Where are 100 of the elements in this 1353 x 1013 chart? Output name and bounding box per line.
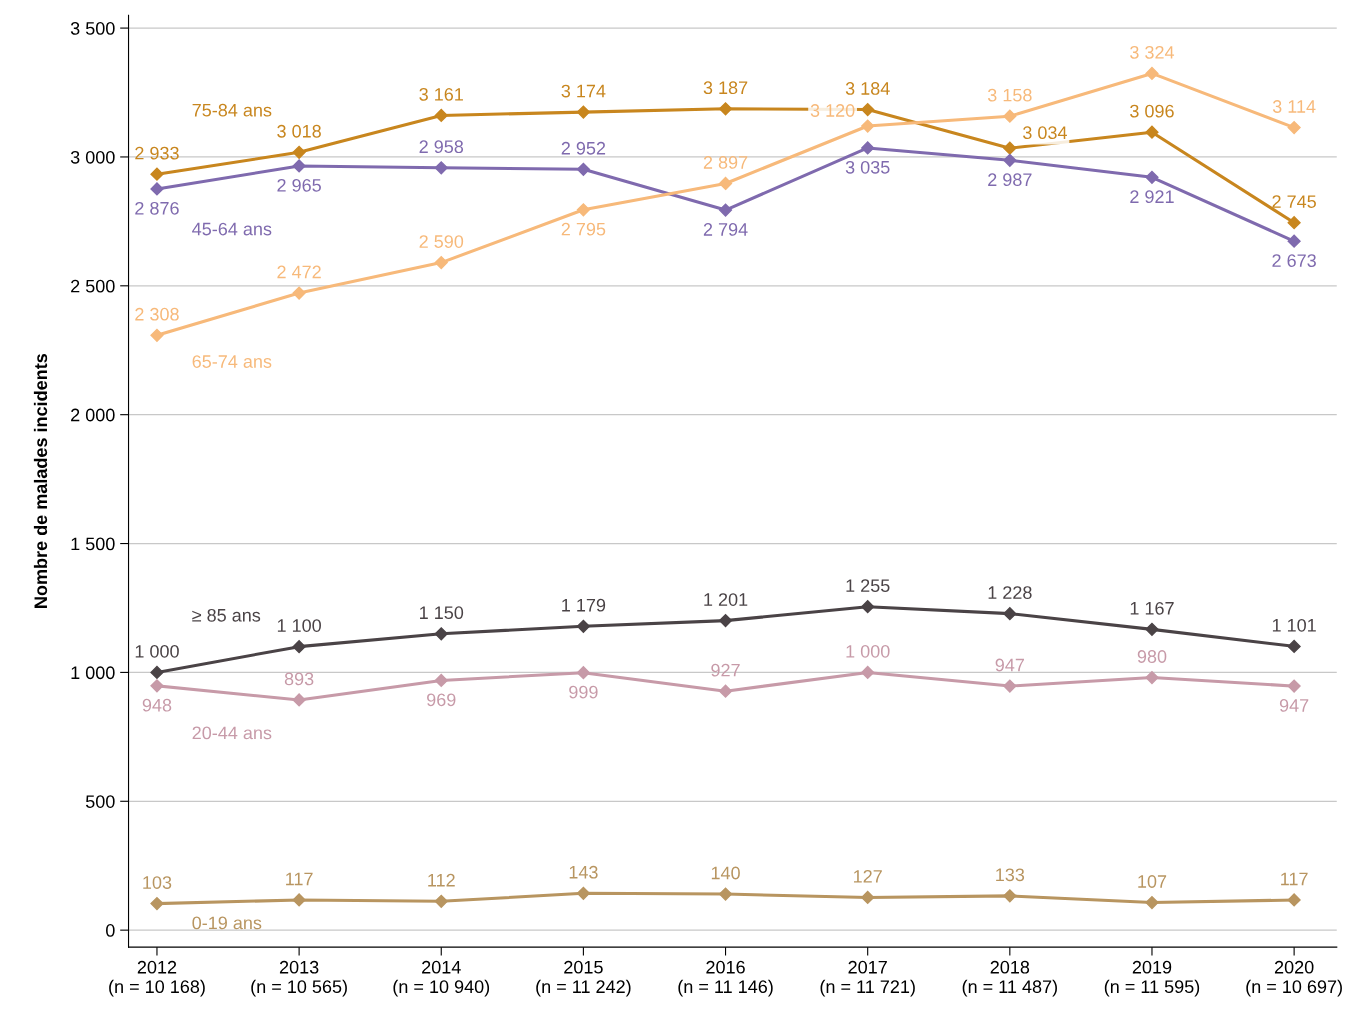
data-label: 1 201 xyxy=(704,593,748,606)
point xyxy=(1003,607,1017,621)
data-label: 2 795 xyxy=(561,222,606,236)
data-label: 133 xyxy=(996,868,1025,882)
data-label: 3 018 xyxy=(277,124,321,138)
data-label: 3 161 xyxy=(419,87,463,101)
point xyxy=(861,119,875,133)
x-tick-label: 2015 (n = 11 242) xyxy=(536,960,631,997)
data-label: 3 035 xyxy=(845,160,890,174)
point xyxy=(1145,622,1159,636)
y-tick-label: 1 500 xyxy=(71,537,115,551)
point xyxy=(576,162,590,176)
data-label: 2 745 xyxy=(1272,195,1316,208)
data-label: 1 100 xyxy=(277,619,321,632)
point xyxy=(150,167,164,181)
point xyxy=(1287,893,1301,907)
series-label: 65-74 ans xyxy=(192,355,272,368)
data-label: 3 120 xyxy=(810,104,855,117)
data-label: 893 xyxy=(284,672,314,686)
x-tick-label: 2013 (n = 10 565) xyxy=(251,960,347,997)
point xyxy=(150,897,164,911)
point xyxy=(150,182,164,196)
point xyxy=(1287,216,1301,230)
data-label: 2 958 xyxy=(419,140,464,154)
data-label: 3 096 xyxy=(1130,104,1174,118)
data-label: 112 xyxy=(428,873,455,887)
x-tick-label: 2012 (n = 10 168) xyxy=(109,960,205,997)
y-tick-label: 500 xyxy=(85,795,115,808)
data-label: 3 187 xyxy=(703,81,748,95)
point xyxy=(1003,153,1017,167)
data-label: 1 101 xyxy=(1272,618,1316,632)
y-tick-label: 3 500 xyxy=(70,22,115,35)
series-label: 0-19 ans xyxy=(192,916,262,930)
x-tick-label: 2014 (n = 10 940) xyxy=(393,960,490,997)
data-label: 3 158 xyxy=(987,88,1032,102)
y-tick-label: 2 500 xyxy=(71,279,115,293)
x-tick-label: 2020 (n = 10 697) xyxy=(1246,960,1342,997)
y-tick-label: 1 000 xyxy=(71,666,115,680)
point xyxy=(718,176,733,191)
point xyxy=(434,108,448,123)
data-label: 2 794 xyxy=(703,223,748,236)
data-label: 947 xyxy=(1279,699,1309,712)
data-label: 2 876 xyxy=(135,201,179,215)
data-label: 117 xyxy=(1281,872,1308,886)
data-label: 107 xyxy=(1138,875,1167,888)
point xyxy=(434,673,448,687)
point xyxy=(861,600,875,614)
data-label: 980 xyxy=(1137,650,1167,663)
point xyxy=(576,666,590,680)
data-label: 927 xyxy=(711,663,740,677)
point xyxy=(1287,639,1301,653)
point xyxy=(1003,109,1017,123)
data-label: 947 xyxy=(995,658,1024,672)
data-label: 2 590 xyxy=(419,235,464,248)
point xyxy=(576,886,590,900)
text: 75-84 ans xyxy=(192,103,272,117)
point xyxy=(1003,679,1017,693)
point xyxy=(292,145,306,159)
point xyxy=(861,890,875,905)
point xyxy=(434,161,448,175)
y-tick-label: 0 xyxy=(106,924,115,937)
point xyxy=(576,619,590,633)
x-tick-label: 2017 (n = 11 721) xyxy=(820,960,915,997)
data-label: 2 673 xyxy=(1272,254,1316,267)
data-label: 2 952 xyxy=(561,141,606,155)
point xyxy=(1145,670,1159,685)
data-label: 3 034 xyxy=(1023,126,1067,140)
point xyxy=(1145,170,1159,184)
point xyxy=(150,665,164,680)
point xyxy=(292,159,306,173)
data-label: 948 xyxy=(142,698,172,712)
y-tick-label: 3 000 xyxy=(70,150,115,164)
data-label: 143 xyxy=(569,865,598,879)
data-label: 2 308 xyxy=(135,307,179,321)
point xyxy=(718,887,733,901)
point xyxy=(576,105,590,119)
series-label: ≥ 85 ans xyxy=(192,608,261,622)
data-label: 2 987 xyxy=(988,173,1032,187)
x-tick-label: 2018 (n = 11 487) xyxy=(962,960,1057,997)
point xyxy=(434,894,448,908)
point xyxy=(150,328,164,342)
point xyxy=(434,256,448,270)
series-label: 20-44 ans xyxy=(192,726,272,740)
data-label: 2 965 xyxy=(277,178,321,192)
point xyxy=(292,693,306,707)
point xyxy=(1145,895,1159,910)
data-label: 2 472 xyxy=(277,265,321,279)
data-label: 3 174 xyxy=(561,84,606,98)
data-label: 3 324 xyxy=(1130,45,1175,59)
data-label: 969 xyxy=(427,693,456,707)
text: 45-64 ans xyxy=(192,222,272,236)
point xyxy=(292,893,306,907)
data-label: 1 167 xyxy=(1130,601,1174,615)
data-label: 1 000 xyxy=(135,644,179,658)
point xyxy=(1287,679,1301,693)
data-label: 1 150 xyxy=(420,606,464,620)
data-label: 2 921 xyxy=(1130,190,1174,204)
point xyxy=(718,614,733,628)
data-label: 999 xyxy=(569,685,598,699)
data-label: 103 xyxy=(143,876,172,889)
